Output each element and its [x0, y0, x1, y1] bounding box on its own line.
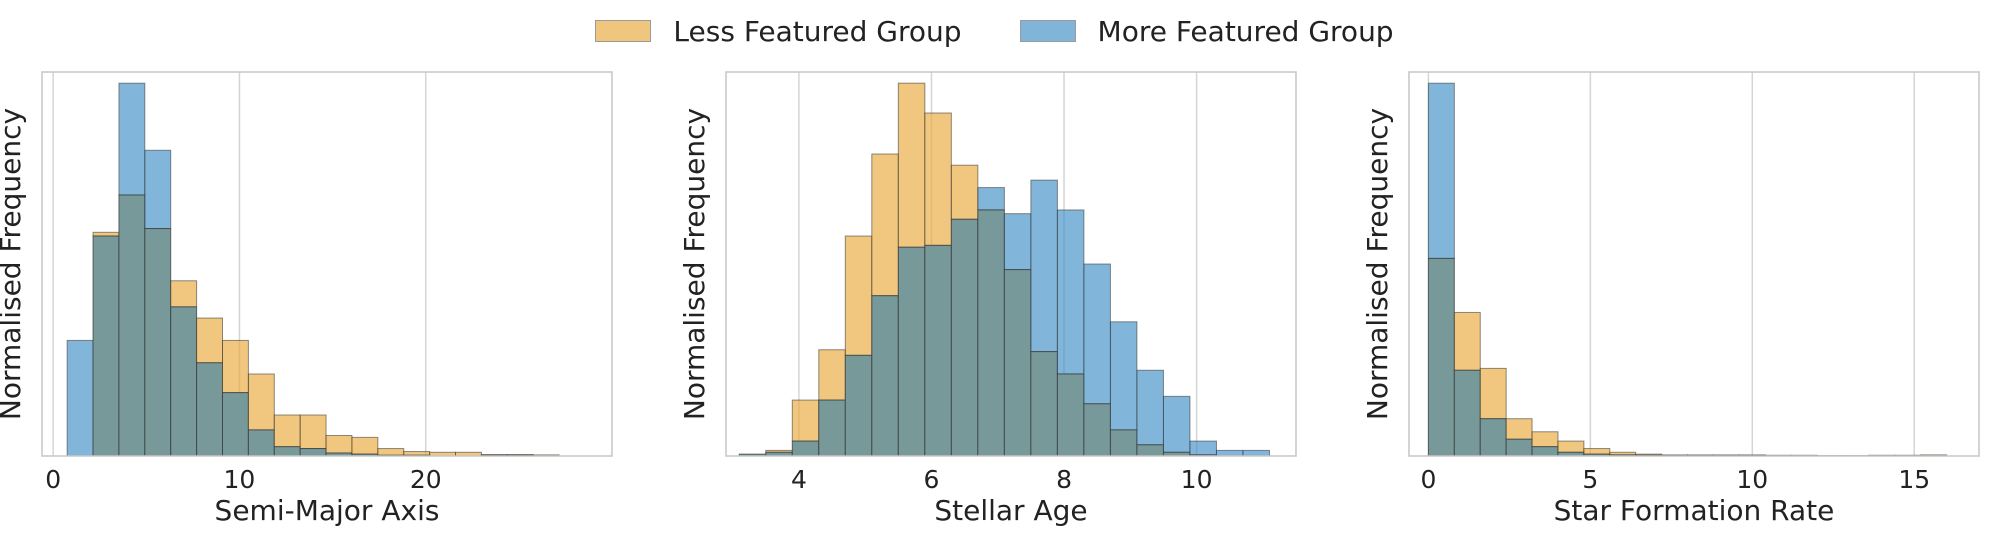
panel-2-bar-overlap-8 — [950, 218, 979, 457]
panel-1-bar-less-8 — [273, 414, 301, 448]
panel-1-tick-label-0: 0 — [45, 465, 61, 494]
panel-3-bar-less-6 — [1583, 448, 1611, 455]
panel-3-tick-label-1: 5 — [1582, 465, 1598, 494]
panel-2-xlabel: Stellar Age — [934, 494, 1087, 527]
panel-2-bar-overlap-11 — [1030, 351, 1058, 457]
panel-3-bar-less-5 — [1557, 440, 1585, 453]
panel-1-bar-less-4 — [170, 280, 198, 308]
panel-3-frame — [1408, 71, 1980, 457]
panel-2-bar-more-9 — [977, 187, 1005, 211]
panel-2-bar-more-18 — [1215, 449, 1244, 457]
panel-3-bar-overlap-3 — [1505, 438, 1533, 457]
panel-1-bar-overlap-7 — [247, 429, 275, 457]
panel-3-bar-overlap-4 — [1531, 446, 1559, 457]
panel-1-bar-less-11 — [351, 436, 379, 455]
panel-1-bar-overlap-5 — [196, 362, 224, 457]
panel-2-bar-less-2 — [791, 399, 820, 442]
panel-1-bar-less-13 — [403, 451, 431, 456]
panel-3-bar-less-3 — [1505, 418, 1533, 440]
panel-2-bar-more-10 — [1003, 213, 1032, 271]
panel-3-bar-overlap-0 — [1427, 257, 1455, 457]
panel-1-bar-overlap-9 — [299, 448, 327, 457]
panel-2-bar-overlap-10 — [1003, 269, 1032, 457]
panel-1-bar-less-12 — [377, 448, 405, 456]
panel-3-bar-more-0 — [1427, 82, 1455, 259]
panel-1-bar-overlap-8 — [273, 446, 301, 457]
panel-2-bar-less-6 — [897, 82, 926, 248]
panel-3-bar-less-1 — [1453, 311, 1481, 371]
panel-2-bar-overlap-4 — [844, 354, 873, 457]
panel-1-bar-overlap-6 — [222, 392, 249, 457]
panel-2-bar-more-19 — [1242, 449, 1270, 457]
panel-1-bar-less-7 — [247, 373, 275, 431]
panel-2-bar-overlap-12 — [1056, 373, 1085, 457]
panel-2-bar-overlap-9 — [977, 209, 1005, 457]
panel-1-bar-overlap-4 — [170, 306, 198, 457]
panel-3-ylabel: Normalised Frequency — [1361, 108, 1394, 420]
panel-2-bar-overlap-3 — [818, 399, 846, 457]
panel-2-tick-label-3: 10 — [1181, 465, 1213, 494]
legend-swatch-more — [1019, 20, 1076, 42]
legend-entry-more: More Featured Group — [1019, 14, 1394, 48]
panel-3-tick-label-2: 10 — [1736, 465, 1768, 494]
panel-1-bar-more-0 — [66, 339, 94, 457]
panel-2-bar-more-15 — [1136, 369, 1164, 446]
panel-2-bar-less-4 — [844, 235, 873, 356]
panel-2-bar-more-16 — [1162, 395, 1191, 453]
panel-3-bar-less-4 — [1531, 431, 1559, 448]
panel-1-bar-overlap-3 — [144, 228, 172, 457]
panel-2-bar-overlap-5 — [871, 295, 899, 457]
panel-2-bar-overlap-15 — [1136, 444, 1164, 457]
panel-2-bar-overlap-7 — [924, 244, 952, 457]
legend-label-more: More Featured Group — [1097, 14, 1394, 48]
panel-2-bar-less-3 — [818, 349, 846, 401]
panel-2-bar-more-17 — [1189, 440, 1217, 456]
legend-swatch-less — [595, 20, 652, 42]
panel-3-tick-label-0: 0 — [1420, 465, 1436, 494]
panel-2-ylabel: Normalised Frequency — [678, 108, 711, 420]
legend-label-less: Less Featured Group — [673, 14, 962, 48]
panel-1-tick-label-1: 10 — [224, 465, 256, 494]
panel-1-frame — [41, 71, 613, 457]
panel-1-xlabel: Semi-Major Axis — [215, 494, 440, 527]
panel-2-bar-less-5 — [871, 153, 899, 297]
panel-3-bar-less-2 — [1479, 367, 1507, 420]
panel-1-bar-overlap-2 — [118, 194, 146, 457]
panel-2-bar-overlap-6 — [897, 246, 926, 457]
panel-3-bar-overlap-2 — [1479, 418, 1507, 457]
panel-1-bar-less-5 — [196, 317, 224, 364]
panel-2-bar-more-14 — [1109, 321, 1138, 431]
panel-3-tick-label-3: 15 — [1898, 465, 1930, 494]
panel-3-bar-overlap-1 — [1453, 369, 1481, 457]
panel-1-bar-less-6 — [222, 339, 249, 394]
panel-1-bar-less-10 — [325, 434, 353, 454]
panel-1-bar-overlap-1 — [92, 235, 120, 457]
panel-2-bar-more-11 — [1030, 179, 1058, 353]
panel-2-tick-label-1: 6 — [924, 465, 940, 494]
legend: Less Featured Group More Featured Group — [0, 0, 1989, 62]
panel-2-frame — [725, 71, 1297, 457]
panel-1-ylabel: Normalised Frequency — [0, 108, 27, 420]
panel-2-tick-label-0: 4 — [791, 465, 807, 494]
legend-entry-less: Less Featured Group — [595, 14, 962, 48]
panel-2-bar-more-12 — [1056, 209, 1085, 375]
panel-2-bar-less-7 — [924, 112, 952, 246]
panel-1-bar-less-9 — [299, 414, 327, 450]
panel-3-xlabel: Star Formation Rate — [1554, 494, 1835, 527]
panel-1-bar-more-2 — [118, 82, 146, 196]
panel-1-tick-label-2: 20 — [410, 465, 442, 494]
panel-2-bar-overlap-14 — [1109, 429, 1138, 457]
panel-1-bar-less-1 — [92, 231, 120, 237]
panel-2-bar-overlap-13 — [1083, 403, 1111, 457]
panel-2-bar-less-8 — [950, 164, 979, 220]
panel-2-tick-label-2: 8 — [1056, 465, 1072, 494]
panel-2-bar-more-13 — [1083, 263, 1111, 405]
panel-2-bar-overlap-2 — [791, 440, 820, 457]
panel-1-bar-more-3 — [144, 149, 172, 230]
